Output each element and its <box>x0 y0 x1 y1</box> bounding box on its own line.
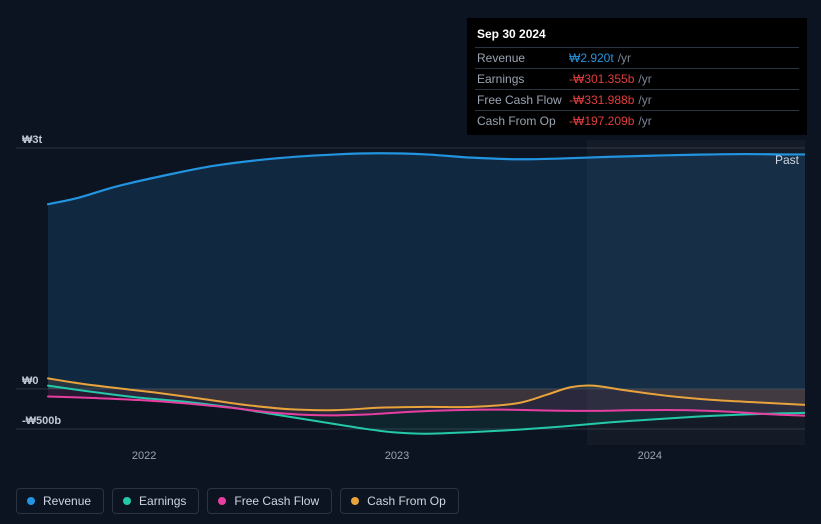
tooltip-date: Sep 30 2024 <box>475 24 799 47</box>
x-axis-tick: 2024 <box>638 450 662 462</box>
legend-item[interactable]: Free Cash Flow <box>207 488 332 514</box>
tooltip-row-unit: /yr <box>638 114 651 128</box>
tooltip-row-unit: /yr <box>618 51 631 65</box>
plot-area[interactable]: ₩3t₩0-₩500b 202220232024 Past <box>16 140 805 445</box>
tooltip-row-value: ₩2.920t <box>569 51 614 65</box>
tooltip-row: Free Cash Flow-₩331.988b/yr <box>475 89 799 110</box>
legend-label: Free Cash Flow <box>234 494 319 508</box>
tooltip-row-value: -₩331.988b <box>569 93 634 107</box>
legend-dot-icon <box>123 497 131 505</box>
legend-item[interactable]: Cash From Op <box>340 488 459 514</box>
legend-label: Cash From Op <box>367 494 446 508</box>
tooltip-row-unit: /yr <box>638 72 651 86</box>
tooltip-card: Sep 30 2024 Revenue₩2.920t/yrEarnings-₩3… <box>467 18 807 135</box>
tooltip-row-value: -₩301.355b <box>569 72 634 86</box>
tooltip-row: Earnings-₩301.355b/yr <box>475 68 799 89</box>
legend-item[interactable]: Revenue <box>16 488 104 514</box>
tooltip-row: Cash From Op-₩197.209b/yr <box>475 110 799 131</box>
tooltip-row: Revenue₩2.920t/yr <box>475 47 799 68</box>
legend-dot-icon <box>351 497 359 505</box>
legend-dot-icon <box>27 497 35 505</box>
tooltip-row-value: -₩197.209b <box>569 114 634 128</box>
y-axis-tick: -₩500b <box>22 415 61 427</box>
chart-svg <box>16 140 805 445</box>
x-axis-tick: 2023 <box>385 450 409 462</box>
x-axis-tick: 2022 <box>132 450 156 462</box>
y-axis-tick: ₩3t <box>22 134 42 146</box>
tooltip-row-label: Revenue <box>477 51 569 65</box>
past-label: Past <box>775 153 799 167</box>
legend: Revenue Earnings Free Cash Flow Cash From O… <box>16 488 459 514</box>
y-axis-tick: ₩0 <box>22 375 39 387</box>
legend-label: Revenue <box>43 494 91 508</box>
tooltip-row-unit: /yr <box>638 93 651 107</box>
legend-item[interactable]: Earnings <box>112 488 199 514</box>
chart-container: Sep 30 2024 Revenue₩2.920t/yrEarnings-₩3… <box>0 0 821 524</box>
tooltip-row-label: Free Cash Flow <box>477 93 569 107</box>
tooltip-row-label: Cash From Op <box>477 114 569 128</box>
legend-label: Earnings <box>139 494 186 508</box>
tooltip-row-label: Earnings <box>477 72 569 86</box>
legend-dot-icon <box>218 497 226 505</box>
